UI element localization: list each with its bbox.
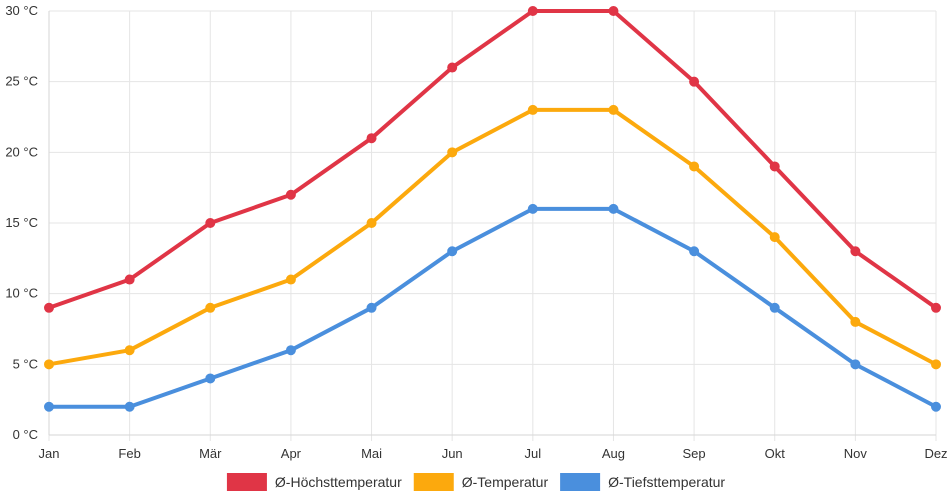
y-tick-label: 25 °C: [5, 74, 38, 89]
data-point[interactable]: [205, 218, 216, 228]
data-point[interactable]: [689, 76, 700, 87]
series-layer: [44, 6, 941, 412]
data-point[interactable]: [608, 104, 619, 115]
data-point[interactable]: [608, 203, 619, 214]
axis-layer: 0 °C 5 °C 10 °C 15 °C 20 °C 25 °C 30 °C Jan Feb M…: [5, 3, 947, 461]
x-tick-label: Dez: [924, 446, 947, 461]
series-line: [47, 9, 938, 310]
data-point[interactable]: [124, 345, 135, 356]
data-point[interactable]: [931, 302, 941, 313]
x-tick-label: Jan: [39, 446, 60, 461]
data-point[interactable]: [366, 133, 377, 144]
series-1: [44, 104, 941, 370]
legend[interactable]: Ø-Höchsttemperatur Ø-Temperatur Ø-Tiefstte…: [226, 473, 725, 491]
series-line: [47, 107, 938, 367]
data-point[interactable]: [850, 316, 861, 327]
legend-item[interactable]: Ø-Temperatur: [413, 473, 549, 491]
data-point[interactable]: [124, 401, 135, 412]
data-point[interactable]: [205, 302, 216, 313]
y-tick-label: 20 °C: [5, 144, 38, 159]
x-tick-label: Sep: [683, 446, 706, 461]
data-point[interactable]: [366, 302, 377, 313]
x-tick-label: Okt: [765, 446, 786, 461]
x-tick-label: Nov: [844, 446, 868, 461]
data-point[interactable]: [769, 302, 780, 313]
data-point[interactable]: [285, 274, 296, 285]
x-tick-label: Mai: [361, 446, 382, 461]
data-point[interactable]: [769, 232, 780, 243]
legend-swatch: [226, 473, 267, 491]
x-tick-label: Jun: [442, 446, 463, 461]
series-line: [47, 206, 938, 409]
data-point[interactable]: [285, 345, 296, 356]
legend-swatch: [413, 473, 454, 491]
y-tick-label: 5 °C: [13, 356, 38, 371]
data-point[interactable]: [205, 373, 216, 384]
x-tick-label: Feb: [118, 446, 140, 461]
legend-label: Ø-Höchsttemperatur: [275, 474, 402, 490]
data-point[interactable]: [931, 401, 941, 412]
x-tick-label: Mär: [199, 446, 222, 461]
data-point[interactable]: [527, 6, 538, 16]
legend-item[interactable]: Ø-Höchsttemperatur: [226, 473, 402, 491]
data-point[interactable]: [124, 274, 135, 285]
data-point[interactable]: [44, 401, 54, 412]
data-point[interactable]: [850, 246, 861, 257]
y-tick-label: 0 °C: [13, 427, 38, 442]
series-0: [44, 6, 941, 313]
data-point[interactable]: [447, 62, 458, 73]
data-point[interactable]: [44, 302, 54, 313]
data-point[interactable]: [608, 6, 619, 16]
data-point[interactable]: [44, 359, 54, 370]
x-tick-label: Jul: [525, 446, 542, 461]
data-point[interactable]: [931, 359, 941, 370]
data-point[interactable]: [527, 203, 538, 214]
data-point[interactable]: [447, 147, 458, 158]
legend-label: Ø-Temperatur: [462, 474, 549, 490]
legend-item[interactable]: Ø-Tiefsttemperatur: [560, 473, 725, 491]
data-point[interactable]: [769, 161, 780, 172]
y-tick-label: 30 °C: [5, 3, 38, 18]
series-2: [44, 203, 941, 412]
x-tick-label: Apr: [281, 446, 302, 461]
y-tick-label: 10 °C: [5, 286, 38, 301]
grid-layer: [48, 10, 937, 441]
legend-label: Ø-Tiefsttemperatur: [608, 474, 725, 490]
data-point[interactable]: [527, 104, 538, 115]
data-point[interactable]: [689, 161, 700, 172]
data-point[interactable]: [447, 246, 458, 257]
y-tick-label: 15 °C: [5, 215, 38, 230]
data-point[interactable]: [689, 246, 700, 257]
x-tick-label: Aug: [602, 446, 625, 461]
data-point[interactable]: [850, 359, 861, 370]
legend-swatch: [560, 473, 601, 491]
data-point[interactable]: [285, 189, 296, 200]
data-point[interactable]: [366, 218, 377, 228]
